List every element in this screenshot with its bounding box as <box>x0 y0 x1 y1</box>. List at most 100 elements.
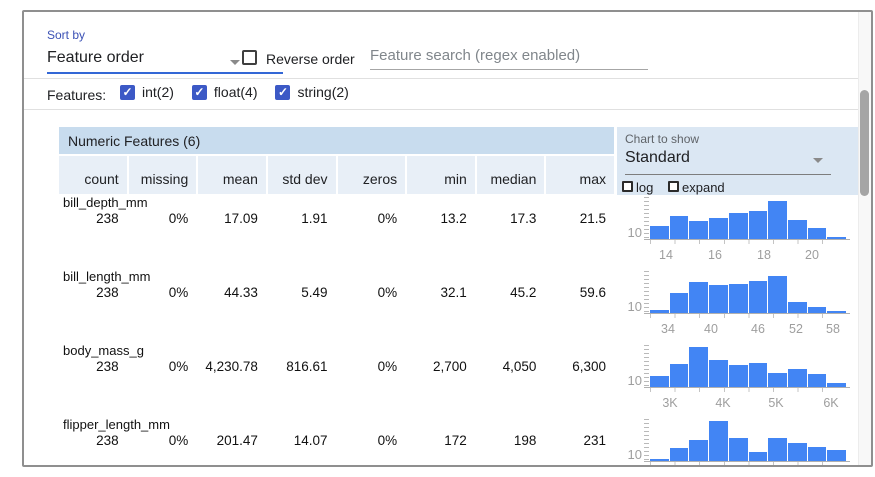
chevron-down-icon[interactable] <box>813 158 823 163</box>
column-header-median: median <box>476 156 545 194</box>
y-axis <box>644 345 649 387</box>
expand-label: expand <box>682 180 725 195</box>
histogram-bar[interactable] <box>728 365 748 387</box>
x-axis-ticks <box>650 314 847 318</box>
bars <box>650 271 847 313</box>
histogram-bar[interactable] <box>827 237 847 239</box>
histogram-bar[interactable] <box>827 383 847 387</box>
histogram-bar[interactable] <box>787 369 807 387</box>
feature-type-filter: ✓ int(2) <box>120 84 174 100</box>
filter-label: float(4) <box>213 84 258 100</box>
sort-by-dropdown[interactable]: Feature order <box>47 49 144 66</box>
bars <box>650 419 847 461</box>
reverse-order-checkbox[interactable] <box>242 50 257 65</box>
histogram-bar[interactable] <box>807 307 827 313</box>
feature-name: body_mass_g <box>63 343 144 358</box>
stat-value: 0% <box>168 211 189 226</box>
stat-value: 59.6 <box>579 285 606 300</box>
sort-by-label: Sort by <box>47 28 86 42</box>
histogram-bar[interactable] <box>768 276 787 313</box>
stat-value: 13.2 <box>440 211 467 226</box>
histogram-bar[interactable] <box>768 201 787 239</box>
x-axis-tick-label: 6K <box>823 396 839 410</box>
histogram-bar[interactable] <box>689 282 709 313</box>
stat-value: 21.5 <box>579 211 606 226</box>
histogram-bar[interactable] <box>689 221 709 239</box>
histogram-bar[interactable] <box>787 220 807 239</box>
histogram-bar[interactable] <box>807 228 827 239</box>
histogram-bar[interactable] <box>728 438 748 461</box>
histogram-bar[interactable] <box>768 373 787 387</box>
histogram-bar[interactable] <box>827 450 847 461</box>
feature-type-filter: ✓ string(2) <box>275 84 349 100</box>
histogram-bar[interactable] <box>787 302 807 313</box>
log-checkbox[interactable] <box>622 181 633 192</box>
histogram-bar[interactable] <box>669 364 689 387</box>
histogram-bar[interactable] <box>709 360 728 387</box>
bars <box>650 345 847 387</box>
stat-value: 0% <box>377 211 398 226</box>
x-axis-tick-label: 3K <box>662 396 678 410</box>
chevron-down-icon[interactable] <box>230 60 240 65</box>
stat-values-row: 238 0% 17.09 1.91 0% 13.2 17.3 21.5 <box>59 211 614 226</box>
histogram-bar[interactable] <box>650 459 669 461</box>
histogram-bar[interactable] <box>807 374 827 387</box>
feature-type-filters: ✓ int(2) ✓ float(4) ✓ string(2) <box>120 84 349 100</box>
histogram-bar[interactable] <box>748 363 768 387</box>
histogram-bar[interactable] <box>709 218 728 239</box>
stat-value: 0% <box>377 359 398 374</box>
histogram-bar[interactable] <box>807 447 827 461</box>
filter-checkbox[interactable]: ✓ <box>191 84 207 100</box>
histogram-bar[interactable] <box>669 293 689 313</box>
table-row: body_mass_g 238 0% 4,230.78 816.61 0% 2,700 4,0… <box>59 343 614 415</box>
histogram-bar[interactable] <box>728 284 748 313</box>
histogram-bar[interactable] <box>689 347 709 387</box>
log-label: log <box>636 180 654 195</box>
feature-name: bill_length_mm <box>63 269 151 284</box>
histogram-bar[interactable] <box>748 211 768 239</box>
x-axis-ticks <box>650 462 847 465</box>
histogram-bar[interactable] <box>709 285 728 313</box>
histogram-bar[interactable] <box>669 448 689 461</box>
histogram-bar[interactable] <box>748 281 768 313</box>
histogram-bar[interactable] <box>689 440 709 461</box>
histograms: 10 14 16 18 20 10 34 40 46 52 58 10 3K 4K 5K 6K 10 <box>622 12 862 465</box>
stat-value: 238 <box>96 359 119 374</box>
stat-value: 17.3 <box>510 211 537 226</box>
feature-name: bill_depth_mm <box>63 195 148 210</box>
histogram-bar[interactable] <box>650 226 669 239</box>
stat-value: 238 <box>96 433 119 448</box>
y-axis-tick-label: 10 <box>627 447 642 462</box>
histogram-bar[interactable] <box>728 213 748 239</box>
scrollbar-thumb[interactable] <box>860 90 869 196</box>
section-header: Numeric Features (6) <box>59 127 614 154</box>
stat-value: 44.33 <box>224 285 258 300</box>
histogram-bar[interactable] <box>669 216 689 239</box>
column-header-zeros: zeros <box>337 156 406 194</box>
y-axis-tick-label: 10 <box>627 373 642 388</box>
column-header-std-dev: std dev <box>267 156 336 194</box>
histogram-bar[interactable] <box>768 438 787 461</box>
chart-to-show-dropdown[interactable]: Standard <box>625 149 690 166</box>
histogram-bar[interactable] <box>787 443 807 461</box>
expand-checkbox[interactable] <box>668 181 679 192</box>
histogram-bar[interactable] <box>650 310 669 313</box>
scrollbar-track[interactable] <box>858 12 871 465</box>
chart-to-show-label: Chart to show <box>625 132 700 146</box>
histogram-bar[interactable] <box>709 421 728 461</box>
feature-search-input[interactable] <box>370 42 648 70</box>
filter-checkbox[interactable]: ✓ <box>120 84 135 100</box>
y-axis-tick-label: 10 <box>627 225 642 240</box>
filter-label: int(2) <box>142 84 174 100</box>
stat-values-row: 238 0% 201.47 14.07 0% 172 198 231 <box>59 433 614 448</box>
stat-value: 17.09 <box>224 211 258 226</box>
stat-value: 238 <box>96 285 119 300</box>
x-axis-tick-label: 40 <box>704 322 718 336</box>
histogram-flipper_length_mm: 10 <box>622 419 862 465</box>
histogram-bar[interactable] <box>827 311 847 313</box>
histogram-bar[interactable] <box>748 452 768 461</box>
filter-checkbox[interactable]: ✓ <box>275 84 291 100</box>
divider <box>24 109 871 110</box>
histogram-bar[interactable] <box>650 376 669 387</box>
